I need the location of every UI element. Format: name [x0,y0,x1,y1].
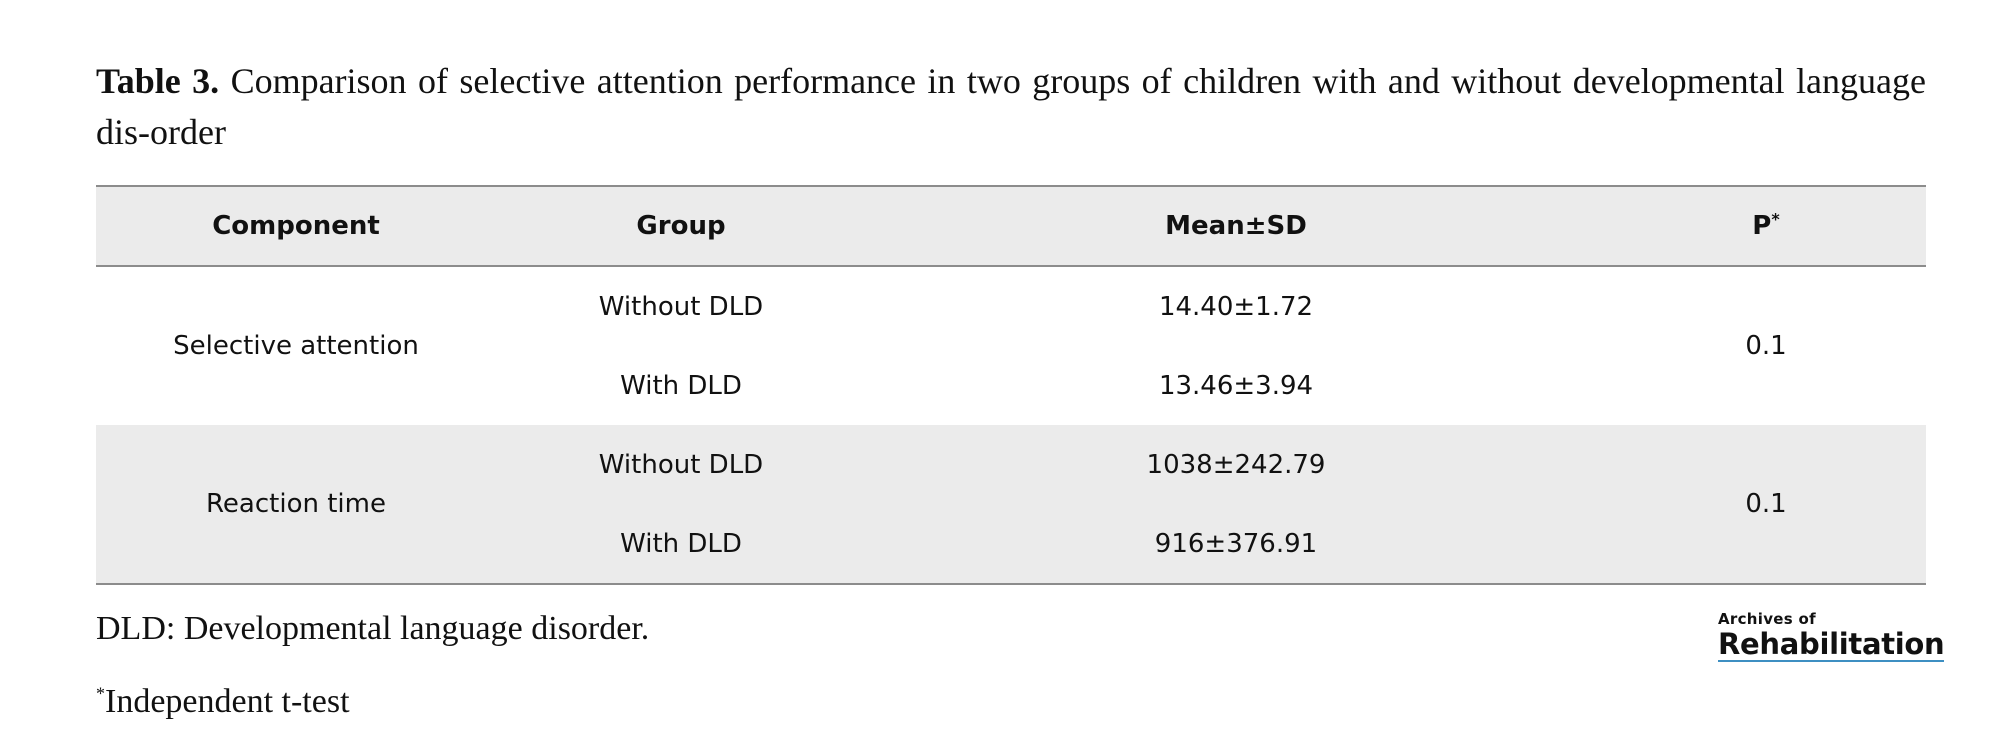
cell-component: Reaction time [96,425,496,585]
table-title: Comparison of selective attention perfor… [96,61,1926,152]
cell-p-value: 0.1 [1745,331,1787,361]
footnote-marker: * [96,683,105,704]
table-row: With DLD 13.46±3.94 [96,346,1926,425]
cell-component: Selective attention [173,331,419,361]
header-p-value: P* [1606,185,1926,267]
footnote-abbreviation: DLD: Developmental language disorder. [96,610,650,647]
row-group-reaction-time: Reaction time Without DLD 1038±242.79 0.… [96,425,1926,585]
cell-mean-sd: 14.40±1.72 [1158,291,1314,322]
logo-top-text: Archives of [1718,610,1816,628]
cell-mean-sd: 916±376.91 [866,504,1606,585]
cell-group: With DLD [496,504,866,585]
footnote-test-text: Independent t-test [105,683,350,720]
cell-group: With DLD [620,370,742,401]
cell-mean-sd: 13.46±3.94 [1158,370,1314,401]
logo-main-text: Rehabilitation [1718,627,1945,662]
header-group: Group [496,185,866,267]
table-row: Reaction time Without DLD 1038±242.79 0.… [96,425,1926,585]
header-mean-sd: Mean±SD [866,185,1606,267]
data-table: Component Group Mean±SD P* Selective att… [96,185,1926,585]
row-group-selective-attention: Selective attention Without DLD 14.40±1.… [96,266,1926,425]
footnote-test: *Independent t-test [96,683,350,721]
cell-p-value: 0.1 [1606,425,1926,585]
header-row: Component Group Mean±SD P* [96,185,1926,267]
cell-group: Without DLD [598,449,764,480]
table-row: Selective attention Without DLD 14.40±1.… [96,266,1926,362]
header-p-marker: * [1771,209,1780,229]
table-label: Table 3. [96,61,220,101]
cell-mean-sd: 1038±242.79 [1146,449,1326,480]
header-component: Component [96,185,496,267]
table-caption: Table 3. Comparison of selective attenti… [96,56,1926,158]
cell-group: Without DLD [598,291,764,322]
journal-logo: Archives of Rehabilitation [1718,610,1945,662]
